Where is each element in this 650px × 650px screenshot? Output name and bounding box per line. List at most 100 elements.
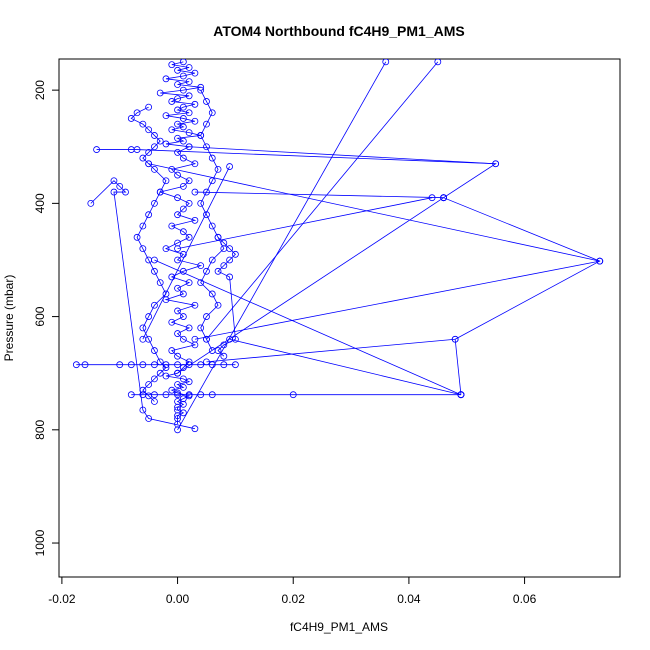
data-point [185,391,193,399]
data-point [596,257,604,265]
data-point [174,194,181,202]
data-point [168,165,176,173]
data-point [185,64,193,71]
data-point [162,177,170,185]
data-point [220,352,228,360]
data-point [151,347,158,354]
data-point [214,165,222,173]
data-point [434,59,442,66]
data-point [145,313,153,320]
data-point [139,391,147,399]
x-axis-label: fC4H9_PM1_AMS [290,620,388,634]
series-line-1 [130,106,167,402]
x-tick-label: 0.00 [166,592,190,606]
data-point [179,205,187,213]
y-axis-label: Pressure (mbar) [2,275,16,362]
data-point [139,154,147,162]
connector-line-0 [177,61,387,431]
data-point [116,361,124,369]
data-point [231,250,239,258]
connector-line-10 [177,197,433,250]
data-point [191,335,199,343]
data-point [174,403,181,411]
data-point [203,358,210,366]
data-point [214,233,222,241]
data-point [174,134,181,142]
data-point [203,143,210,151]
data-point [174,369,181,377]
data-point [208,109,216,117]
data-point [168,273,176,281]
series-line-6 [96,149,601,395]
data-point [179,228,187,236]
data-point [197,324,205,332]
series-lines [76,61,601,431]
data-point [145,211,153,219]
data-point [174,361,181,369]
data-point [208,361,216,369]
data-point [197,361,205,369]
data-point [72,361,80,369]
data-point [208,177,216,185]
data-point [151,143,158,151]
data-point [289,391,297,399]
data-point [156,89,164,97]
data-point [179,400,187,408]
connector-line-1 [206,61,439,340]
data-point [191,69,199,77]
data-point [179,250,187,258]
data-point [151,375,158,383]
data-point [162,245,170,253]
x-tick-label: 0.04 [397,592,421,606]
data-point [179,123,187,131]
data-point [174,211,181,219]
data-point [220,361,228,369]
data-point [168,318,176,326]
data-point [179,267,187,275]
series-line-2 [200,89,225,351]
data-point [81,361,89,369]
data-point [451,335,459,343]
data-point [168,98,176,105]
connector-line-4 [148,163,600,262]
data-point [214,301,222,309]
data-point [156,369,164,377]
data-point [93,146,100,153]
data-point [162,372,170,380]
data-point [226,256,234,264]
data-point [457,391,465,399]
data-point [208,154,216,162]
data-point [179,154,187,162]
data-point [174,245,181,253]
chart-title: ATOM4 Northbound fC4H9_PM1_AMS [213,23,465,39]
data-point [139,361,147,369]
data-point [179,86,187,94]
data-point [151,267,158,275]
data-point [185,324,193,332]
data-point [203,313,210,320]
data-point [214,347,222,354]
connector-line-3 [189,146,496,165]
data-point [151,199,158,207]
series-line-3 [217,237,236,357]
x-axis: -0.02 0.00 0.02 0.04 0.06 [48,576,537,606]
data-point [139,120,147,128]
data-point [174,149,181,156]
data-point [226,245,234,253]
data-point [139,406,147,414]
data-point [139,386,147,394]
data-point [151,391,158,399]
data-point [151,132,158,139]
data-point [179,313,187,320]
data-point [203,211,210,219]
data-point [220,239,228,247]
data-point [139,222,147,230]
data-point [162,140,170,148]
data-point [127,391,135,399]
data-point [185,358,193,366]
data-point [110,177,118,185]
data-point [174,171,181,179]
data-point [151,301,158,309]
data-point [174,381,181,388]
data-point [382,59,390,66]
